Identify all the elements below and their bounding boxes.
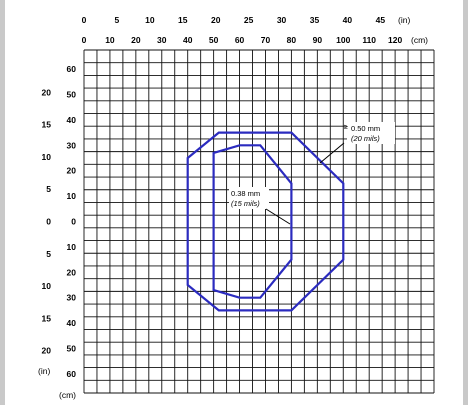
- zone-label-20-mils-prefix: ≥: [344, 124, 348, 131]
- left-cm-tick-label: 10: [67, 242, 77, 252]
- left-frame-border: [0, 0, 5, 405]
- top-cm-tick-label: 50: [209, 35, 219, 45]
- left-cm-tick-label: 20: [67, 267, 77, 277]
- top-inch-tick-label: 30: [277, 15, 287, 25]
- zone-label-20-mils: ≥ 0.50 mm (20 mils): [344, 122, 395, 144]
- top-cm-tick-label: 110: [362, 35, 376, 45]
- left-inch-tick-label: 0: [46, 217, 51, 227]
- top-cm-tick-label: 100: [336, 35, 350, 45]
- left-inch-tick-label: 15: [42, 120, 52, 130]
- top-cm-tick-label: 10: [105, 35, 115, 45]
- top-inch-tick-label: 15: [178, 15, 188, 25]
- right-frame-border: [463, 0, 468, 405]
- left-inch-tick-label: 10: [42, 152, 52, 162]
- left-cm-tick-label: 60: [67, 64, 77, 74]
- top-inch-tick-label: 20: [211, 15, 221, 25]
- left-cm-tick-label: 30: [67, 140, 77, 150]
- top-cm-tick-label: 80: [287, 35, 297, 45]
- leader-line-20-mils: [319, 142, 345, 164]
- top-inch-tick-label: 5: [115, 15, 120, 25]
- top-cm-tick-label: 90: [313, 35, 323, 45]
- top-inch-scale: 0 5 10 15 20 25 30 35 40 45: [82, 15, 386, 25]
- top-cm-unit: (cm): [411, 35, 428, 45]
- zone-outline-15-mils: [212, 144, 293, 299]
- left-cm-scale: 60 50 40 30 20 10 0 10 20 30 40 50 60: [67, 64, 77, 379]
- top-inch-tick-label: 10: [145, 15, 155, 25]
- left-inch-scale: 20 15 10 5 0 5 10 15 20: [42, 87, 52, 355]
- decode-zones: [186, 131, 345, 312]
- zone-label-15-mils: 0.38 mm (15 mils): [229, 187, 269, 209]
- left-cm-unit: (cm): [59, 390, 76, 400]
- left-cm-tick-label: 40: [67, 318, 77, 328]
- top-inch-tick-label: 35: [310, 15, 320, 25]
- top-inch-tick-label: 45: [376, 15, 386, 25]
- left-inch-tick-label: 15: [42, 313, 52, 323]
- zone-label-15-mils-main: 0.38 mm: [231, 189, 260, 198]
- left-cm-tick-label: 50: [67, 89, 77, 99]
- grid: [83, 49, 435, 394]
- zone-label-20-mils-sub: (20 mils): [351, 134, 380, 143]
- top-inch-unit: (in): [398, 15, 410, 25]
- left-inch-tick-label: 5: [46, 184, 51, 194]
- top-cm-tick-label: 0: [82, 35, 87, 45]
- left-inch-tick-label: 10: [42, 281, 52, 291]
- left-inch-tick-label: 20: [42, 87, 52, 97]
- zone-label-15-mils-sub: (15 mils): [231, 199, 260, 208]
- left-cm-tick-label: 40: [67, 115, 77, 125]
- left-cm-tick-label: 30: [67, 293, 77, 303]
- top-cm-tick-label: 30: [157, 35, 167, 45]
- left-inch-tick-label: 20: [42, 346, 52, 356]
- top-cm-tick-label: 40: [183, 35, 193, 45]
- left-cm-tick-label: 60: [67, 369, 77, 379]
- top-inch-tick-label: 40: [343, 15, 353, 25]
- top-cm-tick-label: 120: [388, 35, 402, 45]
- top-cm-tick-label: 70: [261, 35, 271, 45]
- left-cm-tick-label: 20: [67, 166, 77, 176]
- leader-line-15-mils: [265, 208, 291, 225]
- left-inch-tick-label: 5: [46, 249, 51, 259]
- left-cm-tick-label: 10: [67, 191, 77, 201]
- top-inch-tick-label: 25: [244, 15, 254, 25]
- left-cm-tick-label: 50: [67, 344, 77, 354]
- left-cm-tick-label: 0: [71, 217, 76, 227]
- top-cm-scale: 0 10 20 30 40 50 60 70 80 90 100 110 120: [82, 35, 403, 45]
- top-inch-tick-label: 0: [82, 15, 87, 25]
- zone-label-20-mils-main: 0.50 mm: [351, 124, 380, 133]
- zone-outline-20-mils: [186, 131, 345, 312]
- top-cm-tick-label: 20: [131, 35, 141, 45]
- left-inch-unit: (in): [38, 366, 50, 376]
- top-cm-tick-label: 60: [235, 35, 245, 45]
